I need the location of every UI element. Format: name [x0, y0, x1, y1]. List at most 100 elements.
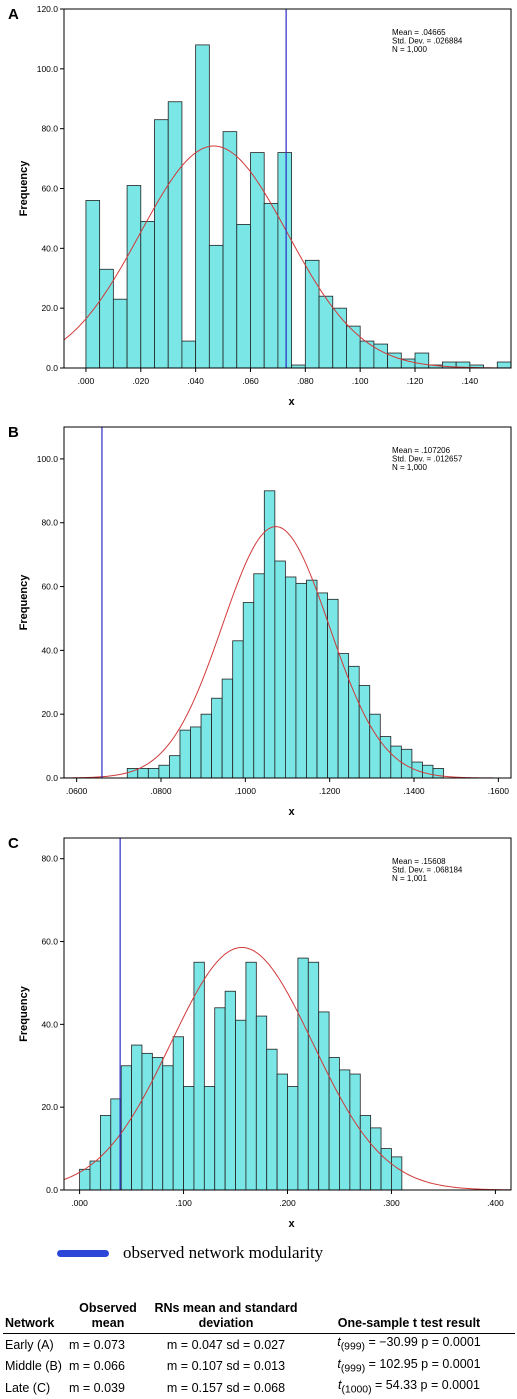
- y-tick-label: 60.0: [41, 937, 58, 947]
- histogram-figure: A Frequency 0.0 20.0 40.0 60.0 80.0 100.0 120.0.…: [8, 4, 512, 1230]
- panel-label: B: [8, 424, 19, 441]
- y-tick-label: 0.0: [46, 363, 58, 373]
- row-rn: m = 0.047 sd = 0.027: [166, 1337, 286, 1352]
- row-rn: m = 0.107 sd = 0.013: [166, 1359, 286, 1374]
- stats-line: Std. Dev. = .068184: [392, 866, 463, 875]
- histogram-bar: [391, 1156, 403, 1191]
- row-test-stat: = 102.95 p = 0.0001: [365, 1356, 481, 1371]
- y-tick-label: 80.0: [41, 854, 58, 864]
- x-axis-label: x: [288, 1218, 295, 1230]
- x-tick-label: .1200: [319, 786, 341, 796]
- x-tick-label: .300: [383, 1198, 400, 1208]
- normal-curve: [63, 946, 512, 1191]
- header-rn: RNs mean and standard deviation: [149, 1301, 303, 1334]
- histogram-bar: [277, 152, 293, 369]
- table-row: Late (C) m = 0.039 m = 0.157 sd = 0.068 …: [3, 1377, 515, 1399]
- histogram-bar: [126, 185, 142, 369]
- histogram-bar: [221, 678, 234, 779]
- histogram-bar: [158, 764, 170, 779]
- x-tick-label: .1600: [488, 786, 510, 796]
- histogram-bar: [211, 697, 223, 779]
- x-tick-label: .1000: [235, 786, 257, 796]
- y-tick-label: 120.0: [37, 4, 59, 14]
- y-tick-label: 80.0: [41, 518, 58, 528]
- stats-line: Std. Dev. = .012657: [392, 455, 463, 464]
- histogram-bar: [193, 961, 205, 1191]
- x-tick-label: .100: [175, 1198, 192, 1208]
- histogram-bar: [120, 1065, 132, 1191]
- histogram-bar: [99, 1115, 112, 1191]
- row-test: t(999) = 102.95 p = 0.0001: [337, 1356, 481, 1375]
- histogram-bar: [214, 1007, 226, 1191]
- histogram-bar: [112, 298, 128, 369]
- histogram-bar: [183, 1086, 195, 1191]
- x-tick-label: .140: [462, 376, 479, 386]
- table-header-row: Network Observed mean RNs mean and stand…: [3, 1301, 515, 1334]
- row-network: Middle (B): [5, 1359, 62, 1374]
- histogram-bar: [167, 101, 183, 369]
- table-row: Early (A) m = 0.073 m = 0.047 sd = 0.027…: [3, 1334, 515, 1356]
- x-tick-label: .080: [297, 376, 314, 386]
- row-test-df: (999): [340, 1341, 366, 1353]
- histogram-bar: [370, 1127, 382, 1191]
- x-tick-label: .400: [487, 1198, 504, 1208]
- histogram-bar: [141, 1052, 153, 1191]
- histogram-bar: [147, 768, 160, 779]
- x-tick-label: .000: [71, 1198, 88, 1208]
- y-tick-label: 0.0: [46, 773, 58, 783]
- histogram-bar: [390, 745, 402, 779]
- histogram-bar: [358, 685, 371, 779]
- histogram-bar: [85, 200, 101, 369]
- x-tick-label: .1400: [403, 786, 425, 796]
- histogram-bar: [89, 1160, 101, 1191]
- histogram-bar: [169, 755, 181, 779]
- row-observed: m = 0.066: [69, 1359, 125, 1374]
- histogram-bar: [222, 131, 238, 369]
- histogram-bar: [181, 340, 197, 369]
- histogram-bar: [369, 713, 381, 779]
- histogram-bar: [242, 602, 255, 779]
- x-tick-label: .0800: [150, 786, 172, 796]
- histogram-bar: [154, 119, 169, 369]
- histogram-bar: [332, 307, 347, 369]
- histogram-bar: [200, 713, 212, 779]
- histogram-bar: [318, 1011, 330, 1191]
- row-rn: m = 0.157 sd = 0.068: [166, 1380, 286, 1395]
- legend-label: observed network modularity: [123, 1243, 324, 1262]
- y-tick-label: 20.0: [41, 1102, 58, 1112]
- histogram-bar: [359, 1115, 372, 1191]
- histogram-bar: [414, 352, 430, 369]
- y-tick-label: 0.0: [46, 1185, 58, 1195]
- histogram-bar: [236, 223, 251, 369]
- x-tick-label: .000: [78, 376, 95, 386]
- y-tick-label: 60.0: [41, 582, 58, 592]
- histogram-bar: [140, 221, 155, 369]
- y-tick-label: 20.0: [41, 303, 58, 313]
- normal-curve: [63, 526, 511, 779]
- histogram-bar: [307, 961, 320, 1191]
- x-axis-label: x: [288, 396, 295, 408]
- histogram-bar: [287, 1086, 299, 1191]
- y-axis-label: Frequency: [18, 985, 30, 1042]
- histogram-bar: [422, 764, 434, 779]
- histogram-bar: [179, 729, 191, 779]
- histogram-bar: [295, 582, 307, 779]
- row-test-stat: = −30.99 p = 0.0001: [365, 1335, 481, 1349]
- y-axis-label: Frequency: [18, 160, 30, 217]
- histogram-bar: [339, 1069, 351, 1191]
- histogram-bar: [297, 957, 309, 1191]
- y-tick-label: 40.0: [41, 1019, 58, 1029]
- histogram-bar: [263, 490, 276, 779]
- normal-curve: [63, 145, 511, 369]
- row-network: Late (C): [5, 1380, 51, 1395]
- stats-line: Mean = .15608: [392, 857, 446, 866]
- histogram-bar: [316, 592, 328, 779]
- histogram-bar: [274, 560, 286, 779]
- stats-line: N = 1,001: [392, 874, 427, 883]
- histogram-bar: [79, 1168, 91, 1191]
- histogram-bar: [250, 152, 265, 369]
- stats-line: Mean = .107206: [392, 446, 451, 455]
- x-tick-label: .040: [187, 376, 204, 386]
- y-tick-label: 40.0: [41, 645, 58, 655]
- histogram-bar: [380, 1148, 392, 1191]
